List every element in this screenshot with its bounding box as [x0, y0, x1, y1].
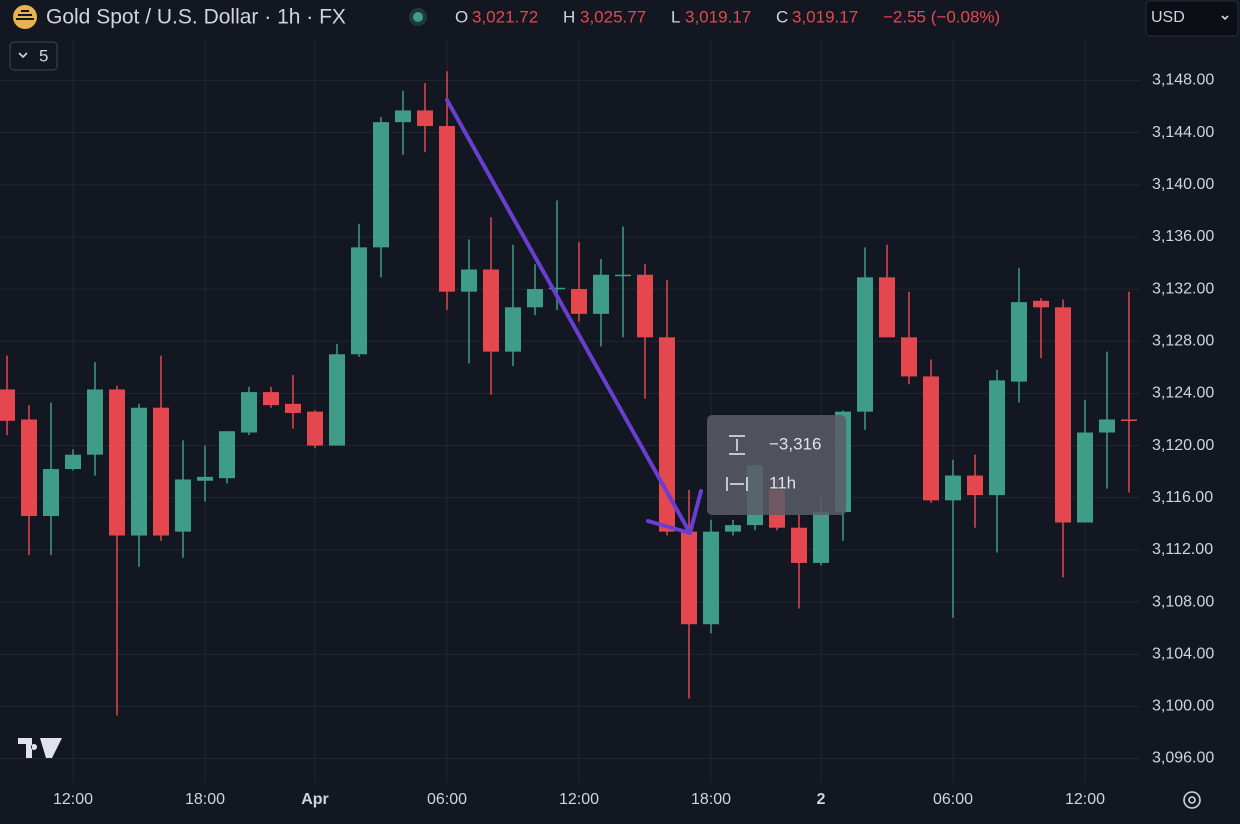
y-tick-label: 3,116.00 — [1152, 489, 1213, 506]
x-tick-label: Apr — [301, 791, 329, 808]
symbol-logo — [13, 5, 37, 29]
ohlc-label: O — [455, 7, 468, 26]
y-tick-label: 3,120.00 — [1152, 437, 1214, 454]
y-tick-label: 3,124.00 — [1152, 385, 1214, 402]
candle-body — [791, 527, 807, 563]
candle-body — [813, 512, 829, 563]
candle-body — [857, 277, 873, 412]
x-tick-label: 12:00 — [1065, 791, 1105, 808]
candle-body — [527, 289, 543, 308]
symbol-title: Gold Spot / U.S. Dollar · 1h · FX — [46, 6, 346, 29]
candle-body — [417, 110, 433, 127]
indicators-toggle[interactable]: 5 — [9, 41, 58, 71]
candle-body — [439, 126, 455, 292]
y-tick-label: 3,148.00 — [1152, 72, 1214, 89]
y-tick-label: 3,104.00 — [1152, 645, 1214, 662]
candle-body — [219, 431, 235, 479]
y-tick-label: 3,144.00 — [1152, 124, 1214, 141]
x-tick-label: 2 — [817, 791, 826, 808]
candle-body — [241, 392, 257, 433]
change: −2.55 (−0.08%) — [883, 7, 1000, 26]
tv-logo — [18, 738, 62, 758]
candle-body — [461, 269, 477, 292]
candle-body — [681, 531, 697, 625]
candle-body — [879, 277, 895, 338]
x-tick-label: 12:00 — [53, 791, 93, 808]
x-tick-label: 06:00 — [933, 791, 973, 808]
candle-body — [967, 475, 983, 496]
candle-body — [725, 525, 741, 532]
candle-body — [43, 469, 59, 516]
y-tick-label: 3,108.00 — [1152, 593, 1214, 610]
candle-body — [637, 274, 653, 338]
candle-body — [285, 403, 301, 413]
header: Gold Spot / U.S. Dollar · 1h · FX O 3,02… — [13, 5, 1000, 29]
ohlc-label: L — [671, 7, 680, 26]
candle-body — [87, 389, 103, 455]
candle-body — [175, 479, 191, 532]
candle-body — [549, 287, 565, 290]
logo-glyph — [16, 10, 34, 20]
y-tick-label: 3,112.00 — [1152, 541, 1213, 558]
trend-arrow — [445, 98, 703, 535]
candle-body — [395, 110, 411, 123]
market-status-dot — [413, 12, 423, 22]
candle-body — [1099, 419, 1115, 433]
candle-body — [307, 411, 323, 446]
candle-body — [593, 274, 609, 314]
candle-body — [1011, 302, 1027, 382]
x-tick-label: 12:00 — [559, 791, 599, 808]
candle-body — [945, 475, 961, 501]
ohlc-label: H — [563, 7, 575, 26]
candle-body — [505, 307, 521, 352]
x-tick-label: 18:00 — [185, 791, 225, 808]
ohlc-value: 3,021.72 — [472, 7, 538, 26]
candle-body — [1033, 300, 1049, 308]
candle-body — [109, 389, 125, 536]
y-tick-label: 3,140.00 — [1152, 176, 1214, 193]
candle-body — [197, 476, 213, 481]
measure-tooltip: −3,316 11h — [707, 415, 846, 515]
candle-body — [703, 531, 719, 625]
indicators-count: 5 — [39, 46, 48, 65]
candle-body — [263, 392, 279, 406]
settings-button[interactable] — [1183, 791, 1201, 809]
candle-body — [351, 247, 367, 355]
y-tick-label: 3,132.00 — [1152, 280, 1214, 297]
x-tick-label: 18:00 — [691, 791, 731, 808]
y-tick-label: 3,136.00 — [1152, 228, 1214, 245]
candle-body — [0, 389, 15, 421]
currency-select[interactable]: USD — [1145, 0, 1239, 37]
ohlc-value: 3,019.17 — [685, 7, 751, 26]
time-range: 11h — [769, 473, 796, 492]
y-tick-label: 3,128.00 — [1152, 332, 1214, 349]
candle-body — [65, 454, 81, 470]
currency: USD — [1151, 9, 1185, 26]
candles — [0, 71, 1137, 716]
candle-body — [329, 354, 345, 446]
ohlc-value: 3,019.17 — [792, 7, 858, 26]
candle-body — [571, 289, 587, 314]
candle-body — [1077, 432, 1093, 523]
price-range: −3,316 — [769, 434, 821, 453]
candle-body — [483, 269, 499, 352]
y-tick-label: 3,096.00 — [1152, 750, 1214, 767]
ohlc-label: C — [776, 7, 788, 26]
candle-body — [373, 122, 389, 248]
x-tick-label: 06:00 — [427, 791, 467, 808]
candle-body — [131, 407, 147, 536]
candle-body — [21, 419, 37, 516]
candle-body — [1055, 307, 1071, 523]
candle-body — [1121, 419, 1137, 421]
candle-body — [923, 376, 939, 501]
y-tick-label: 3,100.00 — [1152, 698, 1214, 715]
candle-body — [901, 337, 917, 377]
candle-body — [615, 274, 631, 277]
candle-body — [153, 407, 169, 536]
candle-body — [989, 380, 1005, 496]
ohlc-value: 3,025.77 — [580, 7, 646, 26]
